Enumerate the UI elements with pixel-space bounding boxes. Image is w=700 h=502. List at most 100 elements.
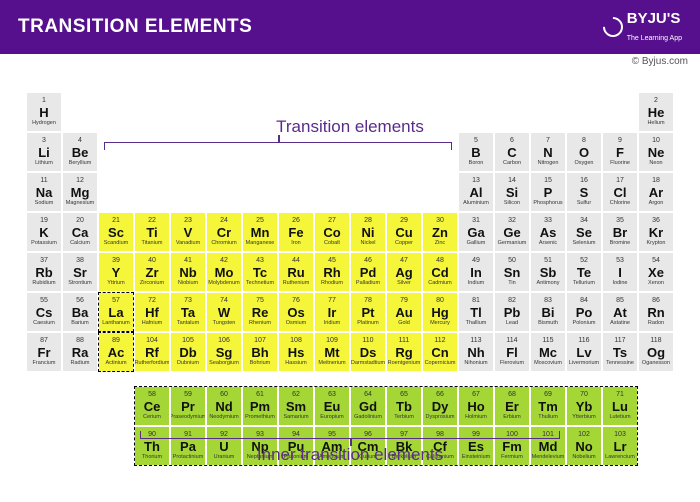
element-cell-sc: 21ScScandium bbox=[99, 213, 133, 251]
element-symbol: Sc bbox=[108, 226, 124, 240]
atomic-number: 74 bbox=[220, 297, 228, 305]
element-symbol: Ca bbox=[72, 226, 89, 240]
atomic-number: 71 bbox=[616, 391, 624, 399]
element-symbol: Rb bbox=[35, 266, 52, 280]
element-symbol: K bbox=[39, 226, 48, 240]
atomic-number: 38 bbox=[76, 257, 84, 265]
element-cell-v: 23VVanadium bbox=[171, 213, 205, 251]
element-symbol: Br bbox=[613, 226, 627, 240]
element-symbol: Sn bbox=[504, 266, 521, 280]
element-name: Astatine bbox=[610, 320, 630, 326]
element-name: Nihonium bbox=[464, 360, 487, 366]
element-name: Silicon bbox=[504, 200, 520, 206]
element-name: Barium bbox=[71, 320, 88, 326]
element-name: Terbium bbox=[394, 414, 414, 420]
element-symbol: Be bbox=[72, 146, 89, 160]
atomic-number: 28 bbox=[364, 217, 372, 225]
element-symbol: Ho bbox=[467, 400, 484, 414]
element-name: Iodine bbox=[613, 280, 628, 286]
atomic-number: 70 bbox=[580, 391, 588, 399]
element-name: Tantalum bbox=[177, 320, 199, 326]
element-cell-k: 19KPotassium bbox=[27, 213, 61, 251]
atomic-number: 61 bbox=[256, 391, 264, 399]
element-cell-lu: 71LuLutetium bbox=[603, 387, 637, 425]
atomic-number: 45 bbox=[328, 257, 336, 265]
logo-swirl-icon bbox=[599, 13, 627, 41]
element-name: Chlorine bbox=[610, 200, 630, 206]
atomic-number: 107 bbox=[254, 337, 266, 345]
element-cell-cr: 24CrChromium bbox=[207, 213, 241, 251]
atomic-number: 37 bbox=[40, 257, 48, 265]
atomic-number: 12 bbox=[76, 177, 84, 185]
element-cell-os: 76OsOsmium bbox=[279, 293, 313, 331]
element-name: Rutherfordium bbox=[135, 360, 169, 366]
atomic-number: 58 bbox=[148, 391, 156, 399]
element-name: Aluminium bbox=[463, 200, 489, 206]
element-cell-ni: 28NiNickel bbox=[351, 213, 385, 251]
atomic-number: 60 bbox=[220, 391, 228, 399]
element-name: Hassium bbox=[285, 360, 306, 366]
element-symbol: Fr bbox=[38, 346, 51, 360]
atomic-number: 93 bbox=[256, 431, 264, 439]
element-name: Erbium bbox=[503, 414, 520, 420]
atomic-number: 104 bbox=[146, 337, 158, 345]
atomic-number: 99 bbox=[472, 431, 480, 439]
atomic-number: 43 bbox=[256, 257, 264, 265]
element-cell-co: 27CoCobalt bbox=[315, 213, 349, 251]
element-name: Sodium bbox=[35, 200, 54, 206]
element-cell-ag: 47AgSilver bbox=[387, 253, 421, 291]
atomic-number: 94 bbox=[292, 431, 300, 439]
element-name: Niobium bbox=[178, 280, 198, 286]
element-symbol: Ce bbox=[144, 400, 161, 414]
atomic-number: 10 bbox=[652, 137, 660, 145]
element-symbol: Dy bbox=[432, 400, 449, 414]
element-name: Gadolinium bbox=[354, 414, 382, 420]
element-name: Tin bbox=[508, 280, 515, 286]
element-cell-bi: 83BiBismuth bbox=[531, 293, 565, 331]
element-name: Molybdenum bbox=[208, 280, 240, 286]
element-name: Silver bbox=[397, 280, 411, 286]
element-cell-mc: 115McMoscovium bbox=[531, 333, 565, 371]
element-symbol: Rg bbox=[395, 346, 412, 360]
atomic-number: 47 bbox=[400, 257, 408, 265]
atomic-number: 53 bbox=[616, 257, 624, 265]
element-name: Zirconium bbox=[140, 280, 164, 286]
element-name: Cadmium bbox=[428, 280, 452, 286]
atomic-number: 84 bbox=[580, 297, 588, 305]
element-symbol: Ir bbox=[328, 306, 337, 320]
element-symbol: Ta bbox=[181, 306, 195, 320]
atomic-number: 8 bbox=[582, 137, 586, 145]
element-cell-b: 5BBoron bbox=[459, 133, 493, 171]
element-name: Germanium bbox=[498, 240, 527, 246]
element-symbol: Mn bbox=[251, 226, 270, 240]
element-symbol: Ts bbox=[613, 346, 627, 360]
element-name: Mercury bbox=[430, 320, 450, 326]
brand-name: BYJU'S bbox=[627, 10, 681, 27]
atomic-number: 116 bbox=[578, 337, 589, 345]
element-name: Ytterbium bbox=[572, 414, 596, 420]
element-name: Fluorine bbox=[610, 160, 630, 166]
element-symbol: Cn bbox=[431, 346, 448, 360]
element-symbol: Db bbox=[179, 346, 196, 360]
atomic-number: 21 bbox=[112, 217, 120, 225]
element-name: Iridium bbox=[324, 320, 341, 326]
atomic-number: 96 bbox=[364, 431, 372, 439]
atomic-number: 33 bbox=[544, 217, 552, 225]
element-symbol: Zn bbox=[432, 226, 448, 240]
atomic-number: 63 bbox=[328, 391, 336, 399]
element-symbol: Tc bbox=[253, 266, 267, 280]
element-cell-hs: 108HsHassium bbox=[279, 333, 313, 371]
element-name: Polonium bbox=[573, 320, 596, 326]
element-symbol: Sr bbox=[73, 266, 87, 280]
atomic-number: 26 bbox=[292, 217, 300, 225]
brand-tagline: The Learning App bbox=[627, 35, 682, 42]
element-symbol: Ru bbox=[287, 266, 304, 280]
element-cell-mo: 42MoMolybdenum bbox=[207, 253, 241, 291]
element-name: Oxygen bbox=[575, 160, 594, 166]
element-cell-bh: 107BhBohrium bbox=[243, 333, 277, 371]
page-title: TRANSITION ELEMENTS bbox=[18, 16, 252, 38]
element-cell-al: 13AlAluminium bbox=[459, 173, 493, 211]
element-symbol: Bi bbox=[542, 306, 555, 320]
element-cell-cn: 112CnCopernicium bbox=[423, 333, 457, 371]
element-name: Europium bbox=[320, 414, 344, 420]
